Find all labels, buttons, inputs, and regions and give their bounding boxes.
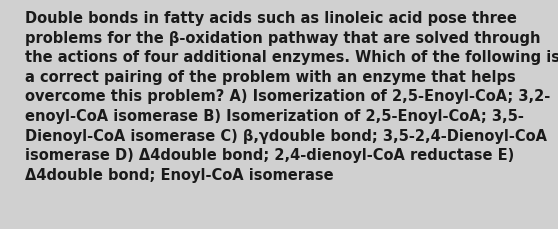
Text: Double bonds in fatty acids such as linoleic acid pose three
problems for the β-: Double bonds in fatty acids such as lino… [25, 11, 558, 182]
